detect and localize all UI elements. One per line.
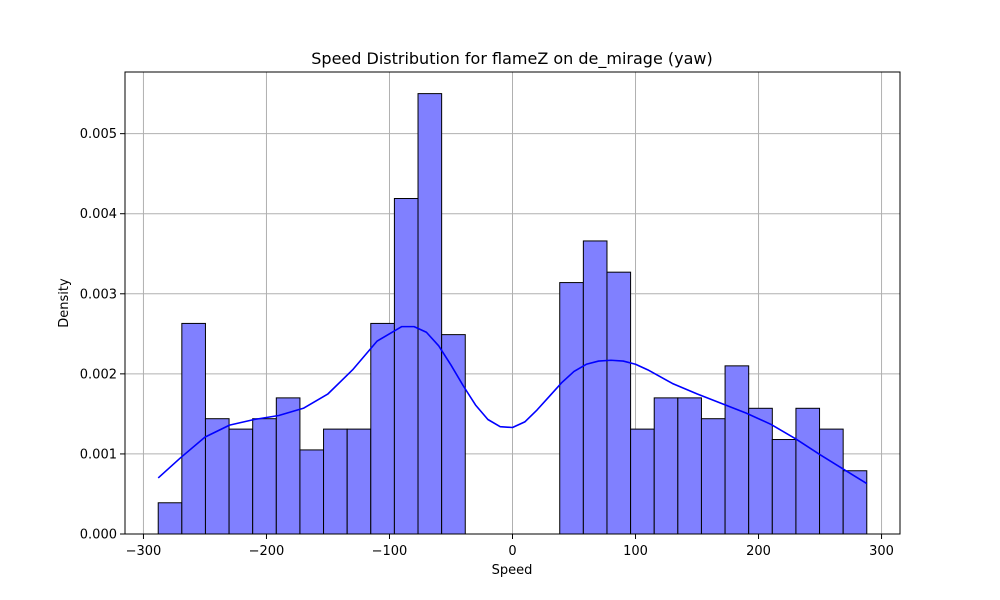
histogram-bar xyxy=(630,428,655,535)
histogram-bar xyxy=(653,397,679,535)
histogram-bar xyxy=(252,418,277,535)
histogram-bar xyxy=(748,407,773,535)
histogram-bar xyxy=(842,470,868,535)
chart-title: Speed Distribution for flameZ on de_mira… xyxy=(311,49,712,69)
y-tick-label: 0.002 xyxy=(80,367,117,382)
histogram-bar xyxy=(795,407,821,535)
grid-lines xyxy=(125,72,900,535)
histogram-bar xyxy=(417,93,443,535)
x-axis-ticks: −300 −200 −100 0 100 200 300 xyxy=(126,534,894,559)
histogram-bar xyxy=(323,428,348,535)
x-tick-label: 100 xyxy=(623,544,648,559)
kde-curve xyxy=(157,325,868,485)
histogram-bar xyxy=(346,428,372,535)
y-axis-ticks: 0.000 0.001 0.002 0.003 0.004 0.005 xyxy=(80,127,125,543)
x-tick-label: 0 xyxy=(508,544,516,559)
histogram-bar xyxy=(700,418,726,535)
x-tick-label: 300 xyxy=(869,544,894,559)
histogram-bar xyxy=(724,365,750,535)
histogram-bar xyxy=(771,439,797,535)
y-tick-label: 0.004 xyxy=(80,207,117,222)
histogram-bar xyxy=(275,397,301,535)
histogram-bar xyxy=(370,322,395,535)
y-tick-label: 0.000 xyxy=(80,528,117,543)
x-axis-label: Speed xyxy=(492,563,533,578)
histogram-bar xyxy=(677,397,702,535)
histogram-bar xyxy=(582,240,608,535)
histogram-bar xyxy=(228,428,254,535)
y-axis-label: Density xyxy=(57,278,72,328)
histogram-bar xyxy=(299,449,325,535)
histogram-bar xyxy=(606,271,632,535)
x-tick-label: −200 xyxy=(249,544,285,559)
histogram-bars xyxy=(157,93,868,535)
y-tick-label: 0.005 xyxy=(80,127,117,142)
x-tick-label: −300 xyxy=(126,544,162,559)
histogram-bar xyxy=(819,428,844,535)
x-tick-label: −100 xyxy=(372,544,408,559)
histogram-bar xyxy=(181,322,206,535)
y-tick-label: 0.001 xyxy=(80,447,117,462)
histogram-bar xyxy=(441,334,466,535)
kde-curve-group xyxy=(157,325,868,485)
histogram-bar xyxy=(393,198,419,535)
histogram-bar xyxy=(559,282,584,535)
y-tick-label: 0.003 xyxy=(80,287,117,302)
x-tick-label: 200 xyxy=(746,544,771,559)
histogram-bar xyxy=(157,502,183,535)
